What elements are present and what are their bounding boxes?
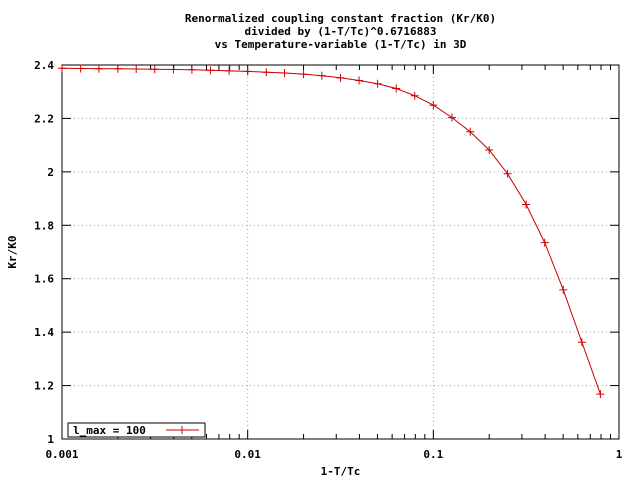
y-tick-label: 2.2 bbox=[34, 112, 54, 125]
data-point-marker bbox=[410, 91, 419, 100]
data-point-marker bbox=[355, 76, 364, 85]
y-tick-label: 1 bbox=[47, 433, 54, 446]
data-point-marker bbox=[187, 65, 196, 74]
axis-ticks bbox=[61, 64, 620, 440]
chart-title-line-3: vs Temperature-variable (1-T/Tc) in 3D bbox=[215, 38, 467, 51]
data-point-marker bbox=[169, 65, 178, 74]
grid bbox=[62, 65, 619, 439]
data-point-marker bbox=[225, 66, 234, 75]
legend-label: l_max = 100 bbox=[73, 424, 146, 437]
x-tick-label: 0.001 bbox=[45, 448, 78, 461]
y-tick-label: 2.4 bbox=[34, 59, 54, 72]
data-point-marker bbox=[596, 390, 605, 399]
y-tick-label: 2 bbox=[47, 166, 54, 179]
legend-marker-sample bbox=[178, 426, 186, 434]
data-point-marker bbox=[559, 285, 568, 294]
x-axis-label: 1-T/Tc bbox=[321, 465, 361, 478]
x-tick-label: 1 bbox=[616, 448, 623, 461]
data-point-marker bbox=[522, 200, 531, 209]
y-tick-label: 1.4 bbox=[34, 326, 54, 339]
data-point-marker bbox=[243, 67, 252, 76]
series-line bbox=[61, 67, 601, 395]
data-point-marker bbox=[76, 64, 85, 73]
data-point-marker bbox=[58, 64, 66, 73]
plot-border bbox=[61, 64, 620, 440]
legend: l_max = 100 bbox=[67, 422, 206, 438]
x-tick-label: 0.01 bbox=[234, 448, 261, 461]
data-point-marker bbox=[336, 73, 345, 82]
data-point-marker bbox=[150, 65, 159, 74]
data-point-marker bbox=[577, 338, 586, 347]
data-point-marker bbox=[262, 68, 271, 77]
series-group bbox=[58, 64, 605, 399]
y-tick-label: 1.6 bbox=[34, 273, 54, 286]
chart-title-line-2: divided by (1-T/Tc)^0.6716883 bbox=[244, 25, 436, 38]
data-point-marker bbox=[392, 84, 401, 93]
data-point-marker bbox=[447, 113, 456, 122]
data-point-marker bbox=[206, 66, 215, 75]
data-point-marker bbox=[429, 101, 438, 110]
y-tick-label: 1.8 bbox=[34, 219, 54, 232]
data-point-marker bbox=[466, 127, 475, 136]
y-tick-label: 1.2 bbox=[34, 380, 54, 393]
legend-box bbox=[67, 422, 206, 438]
data-point-marker bbox=[540, 238, 549, 247]
data-point-marker bbox=[132, 65, 141, 74]
y-axis-label: Kr/K0 bbox=[6, 235, 19, 268]
data-point-marker bbox=[373, 79, 382, 88]
data-point-marker bbox=[280, 69, 289, 78]
data-point-marker bbox=[113, 64, 122, 73]
data-point-marker bbox=[503, 169, 512, 178]
tick-labels: 1 1.2 1.4 1.6 1.8 2 2.2 2.4 0.001 0.01 0.1 1 bbox=[34, 59, 623, 461]
data-point-marker bbox=[299, 70, 308, 79]
x-tick-label: 0.1 bbox=[423, 448, 443, 461]
chart-title-line-1: Renormalized coupling constant fraction … bbox=[185, 12, 496, 25]
data-point-marker bbox=[485, 145, 494, 154]
data-point-marker bbox=[94, 64, 103, 73]
data-point-marker bbox=[317, 71, 326, 80]
